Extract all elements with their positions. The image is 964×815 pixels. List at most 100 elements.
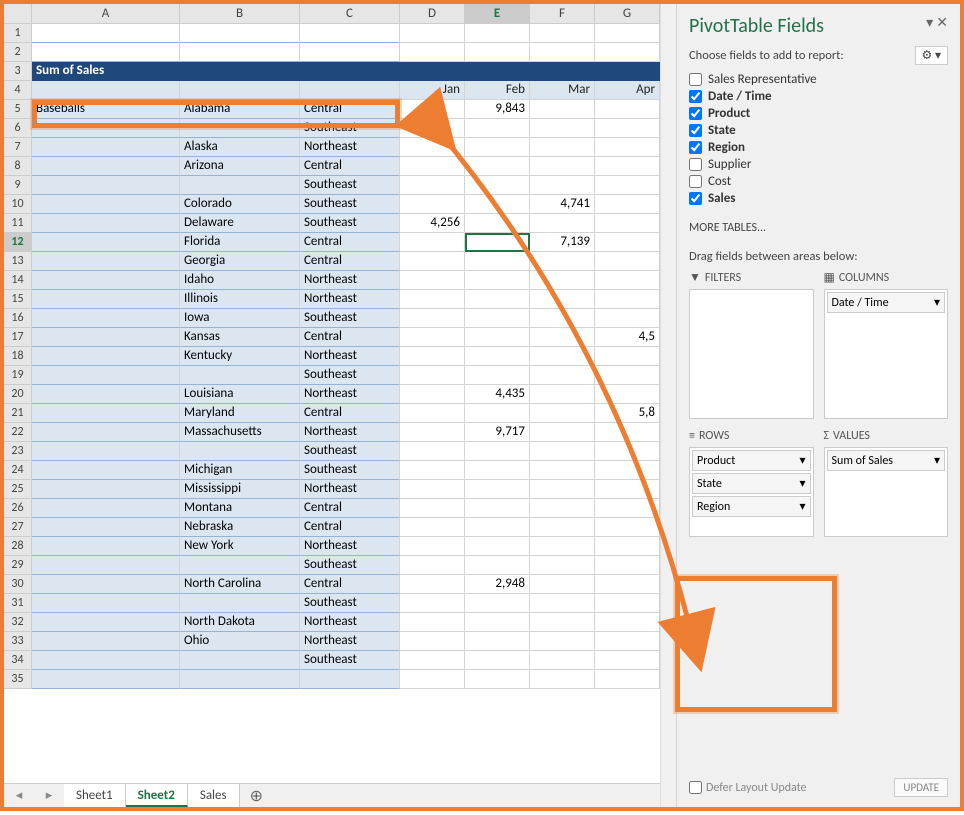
cell[interactable] (595, 157, 660, 176)
row-header[interactable]: 23 (4, 442, 32, 461)
row-header[interactable]: 31 (4, 594, 32, 613)
tab-nav-next[interactable]: ▸ (34, 788, 64, 803)
field-checkbox[interactable] (689, 73, 702, 86)
select-all-corner[interactable] (4, 4, 32, 24)
cell[interactable]: Louisiana (180, 385, 300, 404)
row-header[interactable]: 22 (4, 423, 32, 442)
cell[interactable] (465, 119, 530, 138)
cell[interactable] (595, 651, 660, 670)
row-header[interactable]: 7 (4, 138, 32, 157)
cell[interactable]: 4,5 (595, 328, 660, 347)
cell[interactable]: Northeast (300, 537, 400, 556)
cell[interactable] (32, 537, 180, 556)
row-header[interactable]: 34 (4, 651, 32, 670)
cell[interactable] (400, 43, 465, 62)
cell[interactable] (400, 347, 465, 366)
cell[interactable] (530, 271, 595, 290)
cell[interactable] (180, 24, 300, 43)
cell[interactable] (180, 176, 300, 195)
row-header[interactable]: 10 (4, 195, 32, 214)
cell[interactable] (400, 499, 465, 518)
cell[interactable] (465, 233, 530, 252)
cell[interactable]: 4,435 (465, 385, 530, 404)
cell[interactable] (595, 385, 660, 404)
cell[interactable] (530, 252, 595, 271)
cell[interactable] (530, 594, 595, 613)
cell[interactable] (32, 480, 180, 499)
cell[interactable]: 2,948 (465, 575, 530, 594)
cell[interactable] (32, 347, 180, 366)
row-header[interactable]: 5 (4, 100, 32, 119)
cell[interactable] (32, 252, 180, 271)
cell[interactable] (400, 594, 465, 613)
cell[interactable]: Southeast (300, 366, 400, 385)
field-checkbox[interactable] (689, 192, 702, 205)
add-sheet-icon[interactable]: ⊕ (240, 786, 273, 806)
row-header[interactable]: 24 (4, 461, 32, 480)
cell[interactable] (32, 366, 180, 385)
cell[interactable]: Illinois (180, 290, 300, 309)
cell[interactable] (400, 518, 465, 537)
cell[interactable] (465, 404, 530, 423)
cell[interactable] (400, 404, 465, 423)
cell[interactable] (300, 670, 400, 689)
month-header[interactable]: Mar (530, 81, 595, 100)
cell[interactable] (465, 480, 530, 499)
cell[interactable]: Maryland (180, 404, 300, 423)
cell[interactable] (465, 24, 530, 43)
cell[interactable] (595, 575, 660, 594)
cell[interactable]: Montana (180, 499, 300, 518)
cell[interactable]: Florida (180, 233, 300, 252)
cell[interactable] (595, 233, 660, 252)
cell[interactable]: Michigan (180, 461, 300, 480)
cell[interactable] (400, 328, 465, 347)
cell[interactable]: Kentucky (180, 347, 300, 366)
row-header[interactable]: 9 (4, 176, 32, 195)
cell[interactable] (400, 119, 465, 138)
cell[interactable] (595, 290, 660, 309)
cell[interactable]: Central (300, 404, 400, 423)
cell[interactable] (32, 195, 180, 214)
cell[interactable]: New York (180, 537, 300, 556)
cell[interactable]: Southeast (300, 195, 400, 214)
row-header[interactable]: 33 (4, 632, 32, 651)
col-header-G[interactable]: G (595, 4, 660, 24)
cell[interactable] (32, 575, 180, 594)
cell[interactable] (300, 43, 400, 62)
row-header[interactable]: 12 (4, 233, 32, 252)
cell[interactable]: Arizona (180, 157, 300, 176)
cell[interactable] (530, 328, 595, 347)
cell[interactable]: Iowa (180, 309, 300, 328)
cell[interactable] (180, 442, 300, 461)
cell[interactable]: Central (300, 575, 400, 594)
row-header[interactable]: 32 (4, 613, 32, 632)
chevron-down-icon[interactable]: ▾ (799, 476, 805, 491)
cell[interactable] (465, 461, 530, 480)
field-checkbox[interactable] (689, 124, 702, 137)
month-header[interactable]: Apr (595, 81, 660, 100)
cell[interactable] (465, 43, 530, 62)
cell[interactable]: Southeast (300, 442, 400, 461)
cell[interactable]: 9,717 (465, 423, 530, 442)
cell[interactable] (595, 309, 660, 328)
cell[interactable] (400, 176, 465, 195)
row-header[interactable]: 11 (4, 214, 32, 233)
cell[interactable] (32, 309, 180, 328)
cell[interactable]: Central (300, 252, 400, 271)
row-header[interactable]: 28 (4, 537, 32, 556)
cell[interactable] (32, 290, 180, 309)
cell[interactable] (400, 442, 465, 461)
cell[interactable] (595, 442, 660, 461)
cell[interactable] (595, 347, 660, 366)
cell[interactable] (32, 176, 180, 195)
field-item[interactable]: Date / Time (689, 88, 948, 105)
cell[interactable] (180, 556, 300, 575)
cell[interactable] (400, 366, 465, 385)
cell[interactable] (465, 499, 530, 518)
cell[interactable] (595, 537, 660, 556)
field-checkbox[interactable] (689, 107, 702, 120)
cell[interactable] (400, 461, 465, 480)
cell[interactable]: Northeast (300, 138, 400, 157)
field-checkbox[interactable] (689, 141, 702, 154)
cell[interactable] (180, 594, 300, 613)
